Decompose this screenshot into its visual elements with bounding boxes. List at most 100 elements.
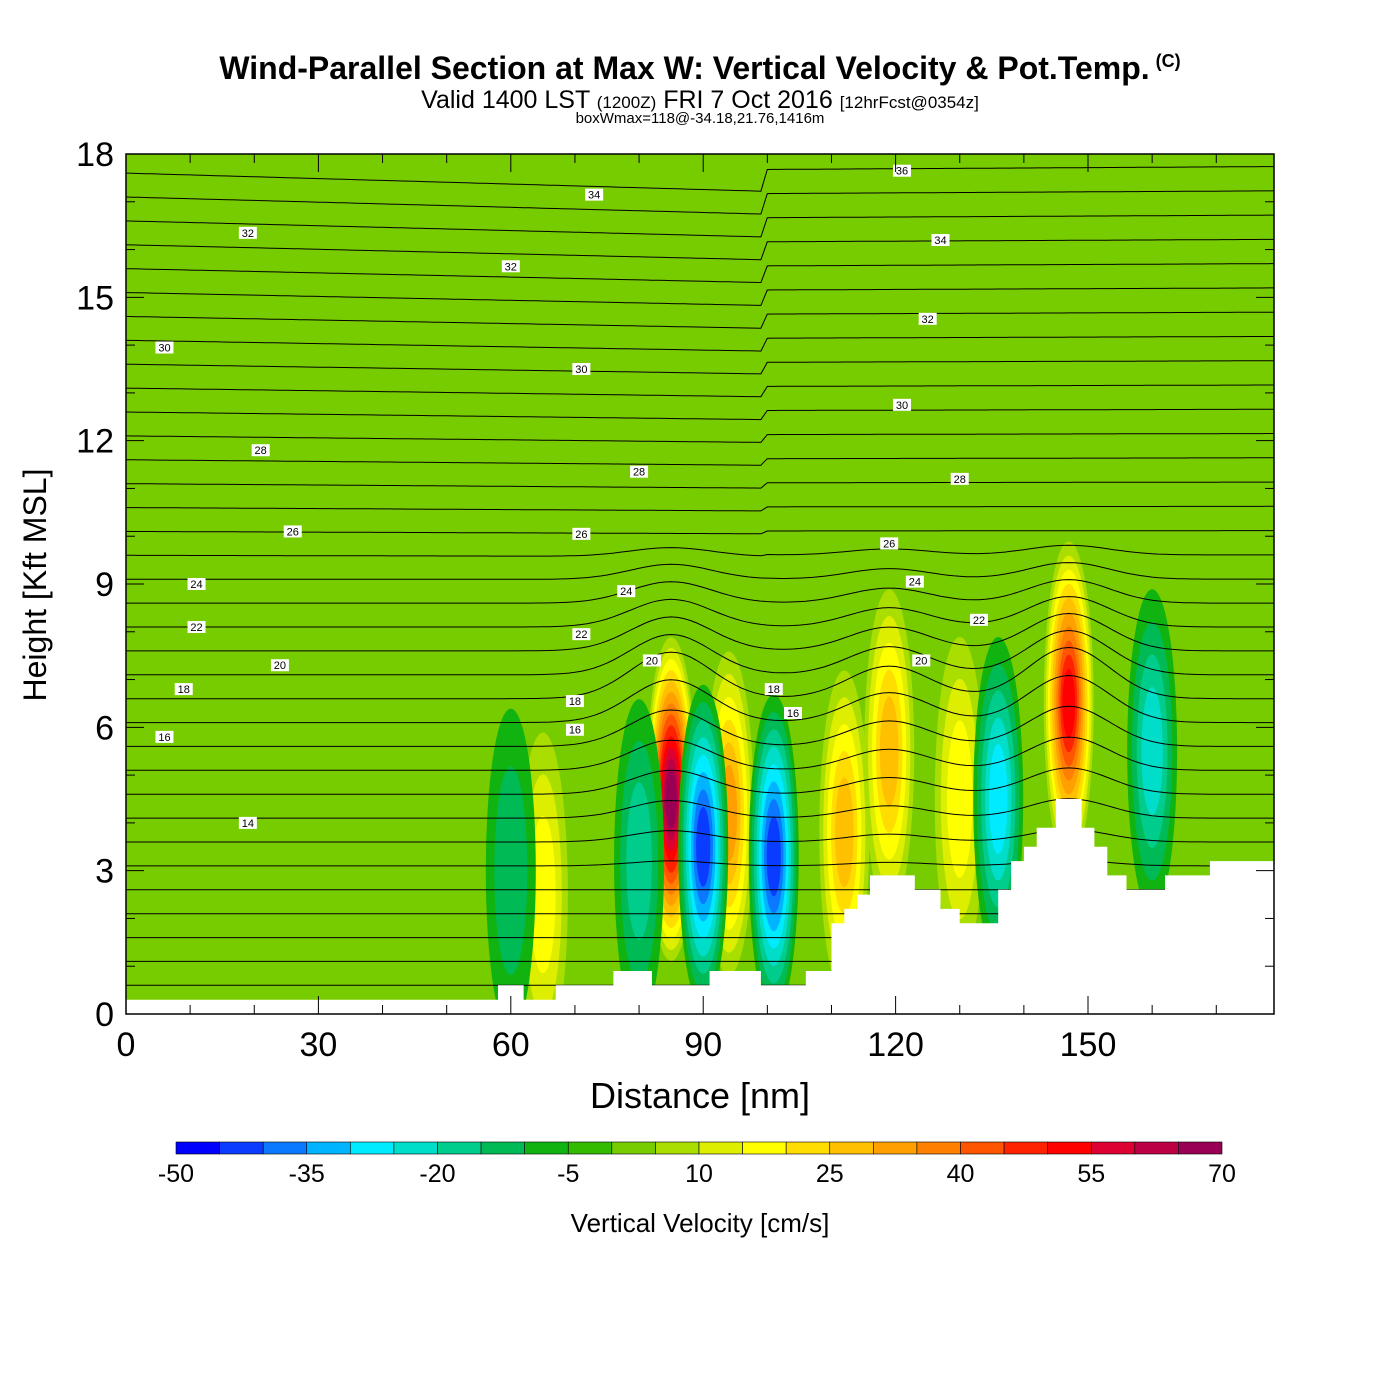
theta-label-bg [585,188,604,201]
x-tick-label: 0 [117,1026,136,1064]
isentrope-line [126,408,1274,421]
colorbar-swatch [829,1141,874,1155]
theta-label: 24 [905,575,924,589]
updraft-core-6 [934,637,985,961]
colorbar-swatch [219,1141,264,1155]
theta-label: 28 [950,472,969,486]
isentrope-line [126,530,1274,535]
colorbar-swatch [1003,1141,1048,1155]
x-tick-label: 60 [492,1026,530,1064]
isentrope-line [126,767,1274,795]
theta-label-bg [880,537,899,550]
isentrope-line [126,736,1274,771]
colorbar-swatch [306,1141,351,1155]
theta-label-bg [912,654,931,667]
colorbar-tick-label: 55 [1077,1160,1105,1188]
theta-label: 20 [642,654,661,667]
colorbar-swatch [655,1141,700,1155]
isentrope-line [126,287,1274,306]
theta-label-bg [893,398,912,411]
colorbar-swatch [785,1141,831,1155]
theta-label-text: 22 [973,615,985,627]
velocity-contour [879,696,899,807]
theta-label-text: 32 [242,228,254,240]
isentrope-line [126,433,1274,443]
theta-label: 16 [783,707,802,720]
theta-label: 30 [155,341,174,355]
velocity-contour [988,744,1008,854]
theta-label-bg [565,695,584,708]
velocity-contour [665,769,677,829]
y-tick-label: 12 [76,423,114,461]
chart-title-text: Wind-Parallel Section at Max W: Vertical… [219,50,1150,86]
isentrope-line [126,336,1274,352]
theta-label: 26 [572,527,591,541]
downdraft-core-1 [678,684,729,1009]
theta-label: 22 [969,613,988,627]
colorbar-swatch [1047,1141,1092,1155]
theta-label-text: 26 [287,526,299,538]
velocity-contour [530,815,556,974]
theta-label: 36 [893,164,912,178]
downdraft-core-3 [973,637,1024,961]
theta-label-bg [572,363,591,375]
terrain [126,799,1274,1014]
downdraft-core-2 [614,699,665,1014]
colorbar-swatch [437,1141,482,1155]
theta-label: 18 [565,695,584,708]
theta-label-text: 28 [255,445,267,457]
theta-label-text: 30 [158,343,170,355]
y-tick-label: 9 [95,566,114,604]
theta-label: 24 [187,578,206,591]
chart-title: Wind-Parallel Section at Max W: Vertical… [0,50,1400,87]
velocity-contour [494,766,528,975]
colorbar-swatch [350,1141,395,1155]
isentrope-line [126,646,1274,700]
colorbar-swatch [567,1141,613,1155]
theta-label: 20 [912,654,931,667]
isentrope-line [126,505,1274,512]
theta-label-text: 20 [646,655,658,667]
theta-label: 22 [572,628,591,641]
theta-label-bg [155,341,174,354]
y-tick-label: 15 [76,279,114,317]
theta-label-bg [783,707,802,719]
theta-label: 34 [931,234,950,247]
theta-label-bg [174,683,193,696]
theta-label-text: 22 [190,622,202,634]
colorbar-tick-label: -20 [419,1160,455,1188]
theta-label: 14 [238,816,257,830]
isentrope-line [126,190,1274,215]
chart-subtitle: Valid 1400 LST (1200Z) FRI 7 Oct 2016 [1… [0,86,1400,115]
velocity-contour [835,777,854,888]
theta-label-bg [617,585,636,598]
colorbar-tick-label: -5 [557,1160,579,1188]
colorbar-tick-label: 10 [685,1160,713,1188]
theta-label-text: 16 [158,732,170,744]
theta-label-text: 16 [787,708,799,720]
isentrope-line [126,263,1274,284]
theta-label-bg [187,578,206,590]
colorbar-tick-label: 70 [1208,1160,1236,1188]
theta-label-text: 30 [896,400,908,412]
velocity-contour [1062,668,1076,739]
velocity-contour [766,816,781,897]
updraft-core-1 [1043,541,1094,866]
theta-label-bg [931,234,950,246]
theta-label: 32 [238,226,257,240]
y-tick-label: 0 [95,996,114,1034]
colorbar-tick-label: -50 [158,1160,194,1188]
isentrope-line [126,798,1274,819]
theta-label-bg [251,444,270,457]
theta-label-bg [918,312,937,325]
isentrope-line [126,562,1274,580]
theta-label-bg [283,525,302,538]
velocity-contour [946,720,973,878]
subtitle-date: FRI 7 Oct 2016 [663,86,833,114]
theta-label-bg [155,730,174,743]
isentrope-line [126,481,1274,489]
isentrope-line [126,629,1274,676]
velocity-contour [626,782,652,940]
x-tick-label: 90 [684,1026,722,1064]
